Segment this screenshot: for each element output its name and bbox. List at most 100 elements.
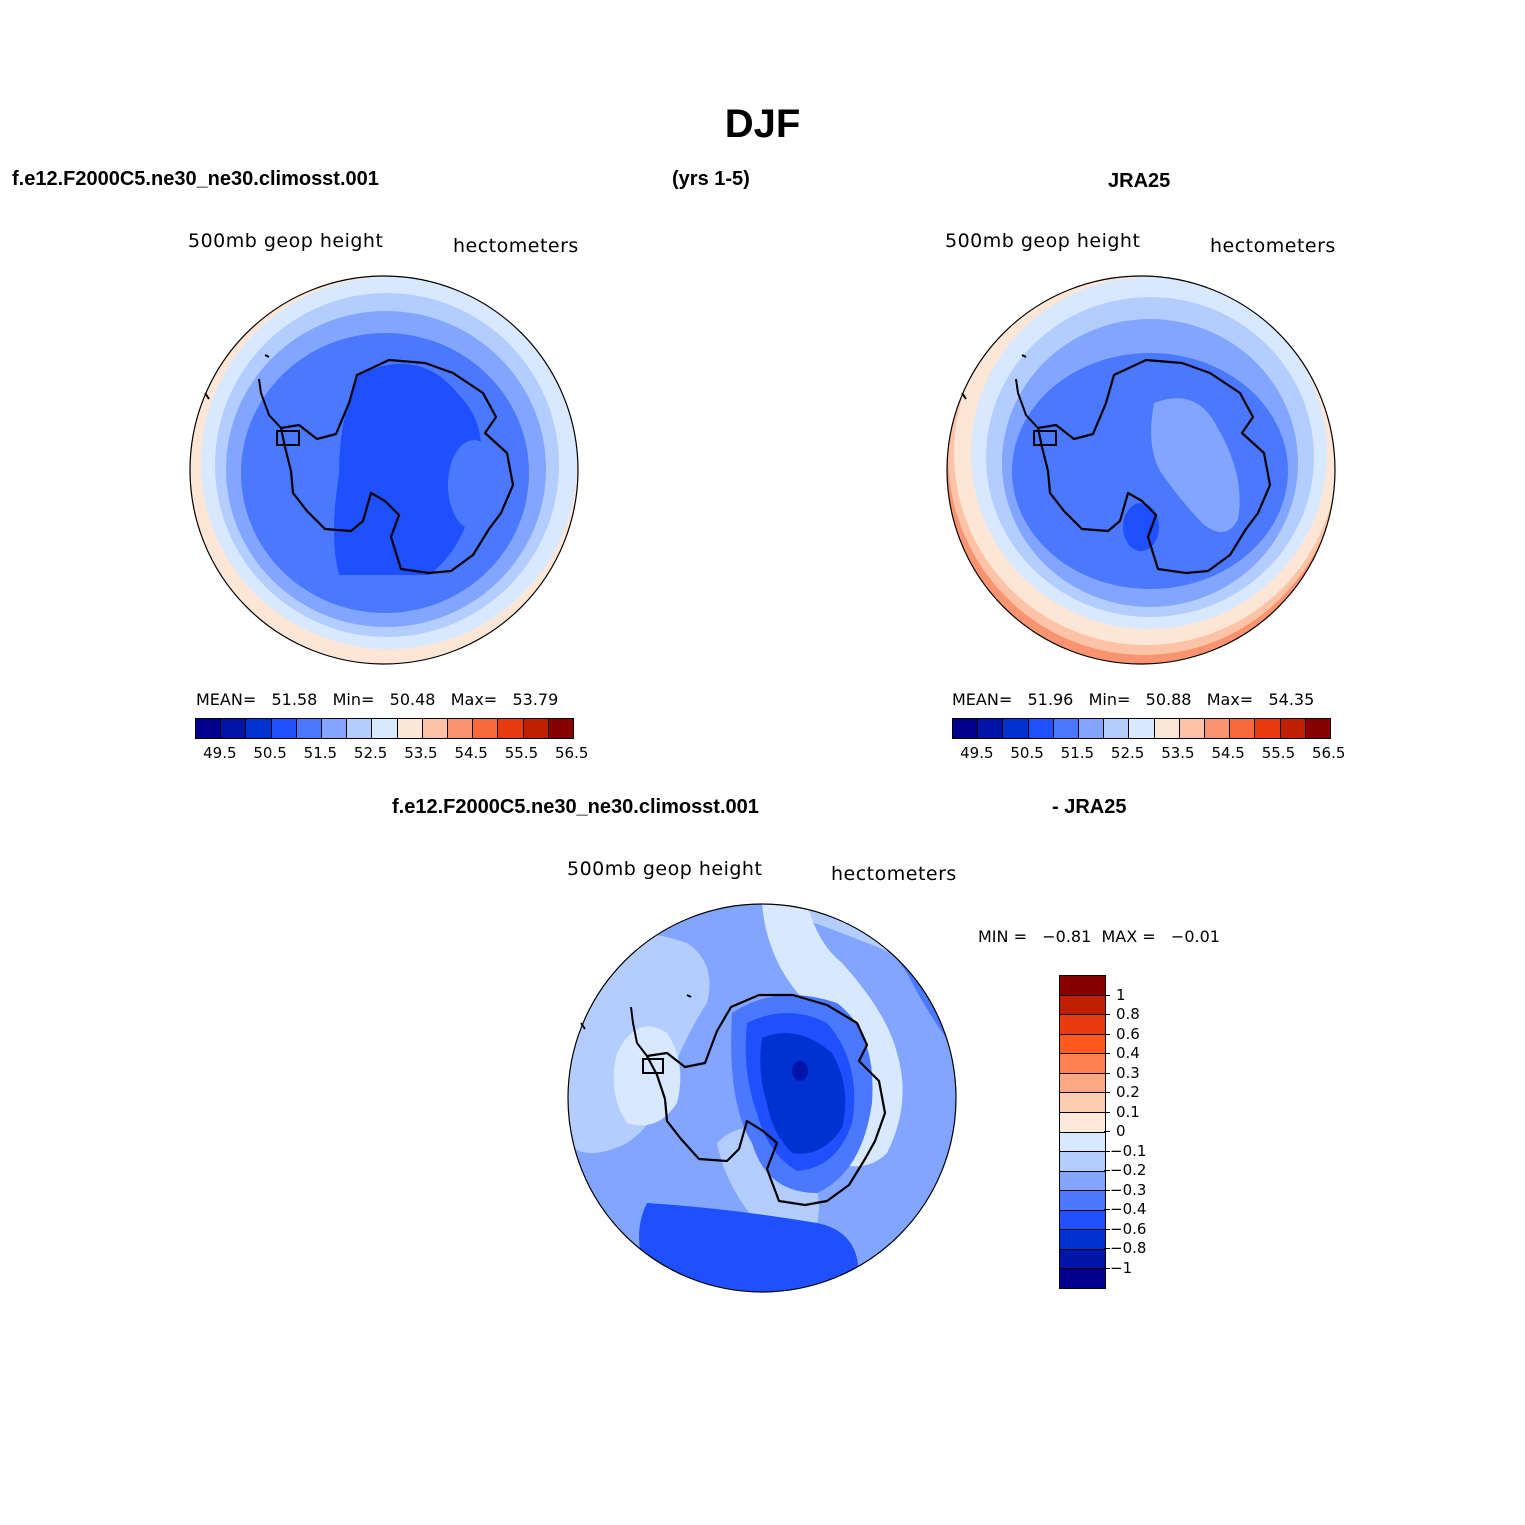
colorbar-tick-mark (1104, 1033, 1110, 1035)
colorbar-swatch (523, 719, 549, 738)
panel2-colorbar-ticks: 49.5 50.5 51.5 52.5 53.5 54.5 55.5 56.5 (952, 744, 1345, 764)
colorbar-swatch (322, 719, 348, 738)
colorbar-swatch (1060, 976, 1105, 996)
colorbar-tick-label: 52.5 (1110, 744, 1145, 762)
panel3-units-label: hectometers (831, 863, 957, 885)
colorbar-swatch (1060, 1112, 1105, 1133)
panel3-stats: MIN = −0.81 MAX = −0.01 (978, 927, 1220, 946)
colorbar-tick-label: 54.5 (454, 744, 488, 762)
colorbar-tick-label: 55.5 (1261, 744, 1296, 762)
difference-polar-map (567, 903, 957, 1293)
figure-title: DJF (724, 102, 801, 146)
diff-obs-header: - JRA25 (1052, 796, 1127, 818)
colorbar-tick-label: 49.5 (203, 744, 237, 762)
colorbar-swatch (1060, 1210, 1105, 1231)
colorbar-swatch (1060, 1015, 1105, 1035)
colorbar-tick-label: 50.5 (1010, 744, 1044, 762)
colorbar-swatch (1060, 1269, 1105, 1288)
colorbar-swatch (1053, 719, 1080, 738)
colorbar-tick-label: −0.2 (1110, 1161, 1147, 1179)
colorbar-swatch (196, 719, 222, 738)
colorbar-swatch (296, 719, 323, 738)
colorbar-swatch (498, 719, 524, 738)
years-header: (yrs 1-5) (672, 168, 750, 190)
colorbar-swatch (978, 719, 1004, 738)
colorbar-tick-mark (1104, 1053, 1110, 1054)
colorbar-swatch (1305, 719, 1331, 738)
colorbar-tick-label: 53.5 (1161, 744, 1195, 762)
colorbar-swatch (246, 719, 272, 738)
panel1-colorbar-ticks: 49.5 50.5 51.5 52.5 53.5 54.5 55.5 56.5 (195, 744, 588, 764)
colorbar-tick-label: −0.1 (1110, 1141, 1147, 1160)
colorbar-tick-mark (1104, 1228, 1110, 1230)
colorbar-swatch (347, 719, 373, 738)
colorbar-swatch (1129, 719, 1155, 738)
colorbar-tick-label: 54.5 (1211, 744, 1245, 762)
colorbar-tick-label: 0.6 (1116, 1024, 1140, 1043)
panel2-stats: MEAN= 51.96 Min= 50.88 Max= 54.35 (952, 690, 1315, 709)
colorbar-tick-label: −0.6 (1110, 1219, 1147, 1238)
colorbar-tick-mark (1104, 1189, 1110, 1191)
colorbar-swatch (1060, 1073, 1105, 1094)
colorbar-swatch (1280, 719, 1306, 738)
colorbar-swatch (1179, 719, 1206, 738)
colorbar-tick-mark (1104, 1092, 1110, 1093)
colorbar-swatch (1230, 719, 1256, 738)
colorbar-swatch (1060, 1249, 1105, 1270)
colorbar-tick-label: 0.8 (1116, 1005, 1140, 1023)
panel1-variable-label: 500mb geop height (188, 230, 384, 252)
panel2-variable-label: 500mb geop height (945, 230, 1141, 252)
colorbar-swatch (1104, 719, 1130, 738)
colorbar-tick-label: 0.3 (1116, 1063, 1140, 1082)
colorbar-tick-label: 1 (1116, 985, 1126, 1004)
colorbar-tick-label: 56.5 (555, 744, 589, 762)
colorbar-tick-label: −1 (1110, 1258, 1133, 1277)
colorbar-swatch (1205, 719, 1231, 738)
panel2-colorbar (952, 718, 1331, 739)
colorbar-swatch (221, 719, 247, 738)
model-polar-map (189, 275, 579, 665)
obs-name-header: JRA25 (1108, 170, 1171, 192)
colorbar-swatch (1060, 1034, 1105, 1055)
colorbar-swatch (1255, 719, 1281, 738)
colorbar-swatch (1060, 1152, 1105, 1172)
colorbar-tick-label: 0.1 (1116, 1102, 1140, 1121)
colorbar-swatch (1060, 1171, 1105, 1192)
colorbar-tick-label: 0.2 (1116, 1083, 1140, 1101)
panel1-stats: MEAN= 51.58 Min= 50.48 Max= 53.79 (196, 690, 559, 709)
colorbar-tick-label: 52.5 (353, 744, 388, 762)
diff-case-name-header: f.e12.F2000C5.ne30_ne30.climosst.001 (392, 796, 759, 818)
colorbar-tick-label: 56.5 (1312, 744, 1346, 762)
colorbar-swatch (548, 719, 574, 738)
colorbar-tick-label: −0.4 (1110, 1200, 1147, 1218)
colorbar-tick-label: 51.5 (1060, 744, 1095, 762)
case-name-header: f.e12.F2000C5.ne30_ne30.climosst.001 (12, 168, 379, 190)
colorbar-tick-mark (1104, 1248, 1110, 1249)
colorbar-swatch (397, 719, 423, 738)
colorbar-swatch (448, 719, 474, 738)
colorbar-tick-label: 53.5 (404, 744, 438, 762)
colorbar-swatch (1060, 995, 1105, 1016)
difference-colorbar-ticks: 1 0.8 0.6 0.4 0.3 0.2 0.1 0 −0.1 −0.2 −0.3 −0.4 −0.6… (1104, 975, 1190, 1287)
colorbar-swatch (473, 719, 499, 738)
colorbar-tick-label: 51.5 (303, 744, 338, 762)
colorbar-tick-mark (1104, 994, 1110, 996)
colorbar-swatch (372, 719, 398, 738)
colorbar-tick-label: 0.4 (1116, 1044, 1140, 1062)
colorbar-swatch (1060, 1093, 1105, 1113)
colorbar-tick-label: 0 (1116, 1122, 1126, 1140)
colorbar-swatch (1079, 719, 1105, 738)
colorbar-tick-label: 55.5 (504, 744, 539, 762)
colorbar-swatch (1028, 719, 1054, 738)
colorbar-swatch (1003, 719, 1029, 738)
colorbar-swatch (953, 719, 979, 738)
colorbar-tick-label: −0.8 (1110, 1239, 1147, 1257)
colorbar-tick-mark (1104, 1150, 1110, 1152)
colorbar-swatch (1060, 1191, 1105, 1211)
colorbar-tick-mark (1104, 1072, 1110, 1074)
panel3-variable-label: 500mb geop height (567, 858, 763, 880)
colorbar-tick-label: 49.5 (960, 744, 994, 762)
colorbar-swatch (1060, 1132, 1105, 1153)
colorbar-tick-label: 50.5 (253, 744, 287, 762)
obs-polar-map (946, 275, 1336, 665)
